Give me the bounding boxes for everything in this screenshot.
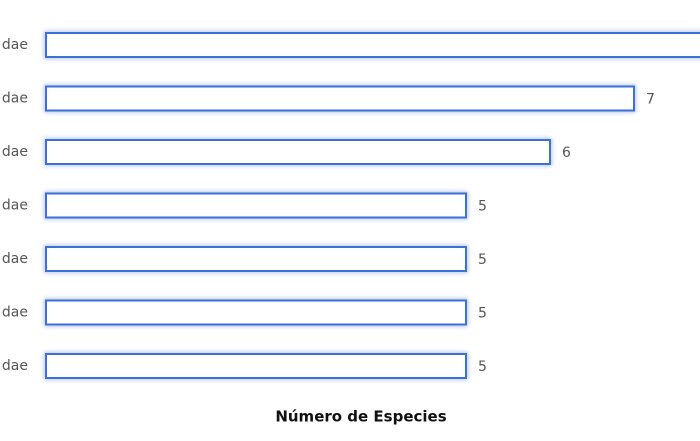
bar: [45, 353, 467, 379]
y-tick-label: dae: [2, 358, 28, 374]
y-tick-label: dae: [2, 251, 28, 267]
value-label: 5: [478, 359, 487, 375]
bar: [45, 299, 467, 326]
bar: [45, 32, 700, 58]
y-tick-label: dae: [2, 305, 28, 321]
value-label: 7: [646, 92, 655, 108]
bar: [45, 246, 467, 272]
y-tick-label: dae: [2, 91, 28, 107]
bar: [45, 85, 635, 112]
bar: [45, 139, 551, 165]
y-tick-label: dae: [2, 144, 28, 160]
value-label: 5: [478, 199, 487, 215]
y-tick-label: dae: [2, 198, 28, 214]
x-axis-title: Número de Especies: [275, 408, 446, 426]
value-label: 5: [478, 252, 487, 268]
value-label: 5: [478, 306, 487, 322]
value-label: 6: [562, 145, 571, 161]
bar: [45, 192, 467, 219]
y-tick-label: dae: [2, 37, 28, 53]
